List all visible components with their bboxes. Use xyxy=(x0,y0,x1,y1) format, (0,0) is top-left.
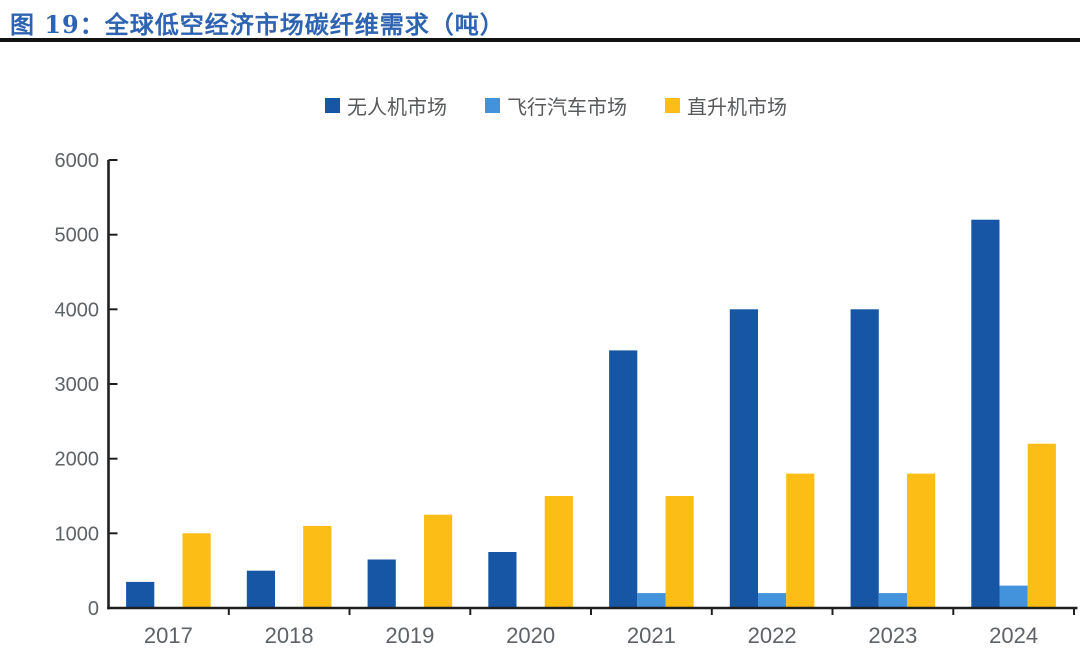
legend-swatch-flying-car-market xyxy=(485,98,500,113)
y-axis-label-3000: 3000 xyxy=(55,374,100,396)
x-axis-label-2022: 2022 xyxy=(748,623,797,648)
legend-label-drone-market: 无人机市场 xyxy=(347,97,447,119)
x-axis-label-2019: 2019 xyxy=(385,623,434,648)
bar-helicopter-market-2023 xyxy=(907,473,936,608)
bar-flying-car-market-2022 xyxy=(758,593,787,608)
bar-flying-car-market-2021 xyxy=(637,593,666,608)
legend-swatch-helicopter-market xyxy=(665,98,680,113)
bar-helicopter-market-2018 xyxy=(303,525,332,608)
bar-drone-market-2019 xyxy=(367,559,396,608)
figure-title: 图 19：全球低空经济市场碳纤维需求（吨） xyxy=(10,10,505,39)
y-axis-label-1000: 1000 xyxy=(55,523,100,545)
bar-helicopter-market-2019 xyxy=(424,514,453,608)
bar-drone-market-2023 xyxy=(850,309,879,608)
bar-drone-market-2024 xyxy=(971,219,1000,608)
legend-item-flying-car-market: 飞行汽车市场 xyxy=(485,91,627,120)
bar-drone-market-2020 xyxy=(488,552,517,608)
y-axis-label-4000: 4000 xyxy=(55,299,100,321)
bar-drone-market-2018 xyxy=(246,570,275,608)
bar-helicopter-market-2022 xyxy=(786,473,815,608)
x-axis-label-2024: 2024 xyxy=(989,623,1038,648)
x-axis-label-2023: 2023 xyxy=(868,623,917,648)
x-axis-label-2017: 2017 xyxy=(144,623,193,648)
x-axis-label-2021: 2021 xyxy=(627,623,676,648)
y-axis-label-2000: 2000 xyxy=(55,449,100,471)
bar-flying-car-market-2024 xyxy=(999,585,1028,608)
chart-legend: 无人机市场 飞行汽车市场 直升机市场 xyxy=(0,91,1080,120)
legend-item-drone-market: 无人机市场 xyxy=(325,91,447,120)
bar-flying-car-market-2023 xyxy=(878,593,907,608)
y-axis-label-5000: 5000 xyxy=(55,225,100,247)
x-axis-label-2018: 2018 xyxy=(265,623,314,648)
bar-helicopter-market-2020 xyxy=(544,496,573,608)
x-axis-label-2020: 2020 xyxy=(506,623,555,648)
legend-item-helicopter-market: 直升机市场 xyxy=(665,91,787,120)
y-axis-label-6000: 6000 xyxy=(55,150,100,172)
title-divider xyxy=(0,38,1080,42)
bar-drone-market-2022 xyxy=(729,309,758,608)
bar-helicopter-market-2017 xyxy=(182,533,211,608)
bar-helicopter-market-2024 xyxy=(1027,443,1056,608)
legend-label-flying-car-market: 飞行汽车市场 xyxy=(507,97,627,119)
bar-helicopter-market-2021 xyxy=(665,496,694,608)
legend-label-helicopter-market: 直升机市场 xyxy=(687,97,787,119)
legend-swatch-drone-market xyxy=(325,98,340,113)
bar-drone-market-2017 xyxy=(126,581,155,608)
bar-drone-market-2021 xyxy=(609,350,638,608)
y-axis-label-0: 0 xyxy=(88,598,99,620)
